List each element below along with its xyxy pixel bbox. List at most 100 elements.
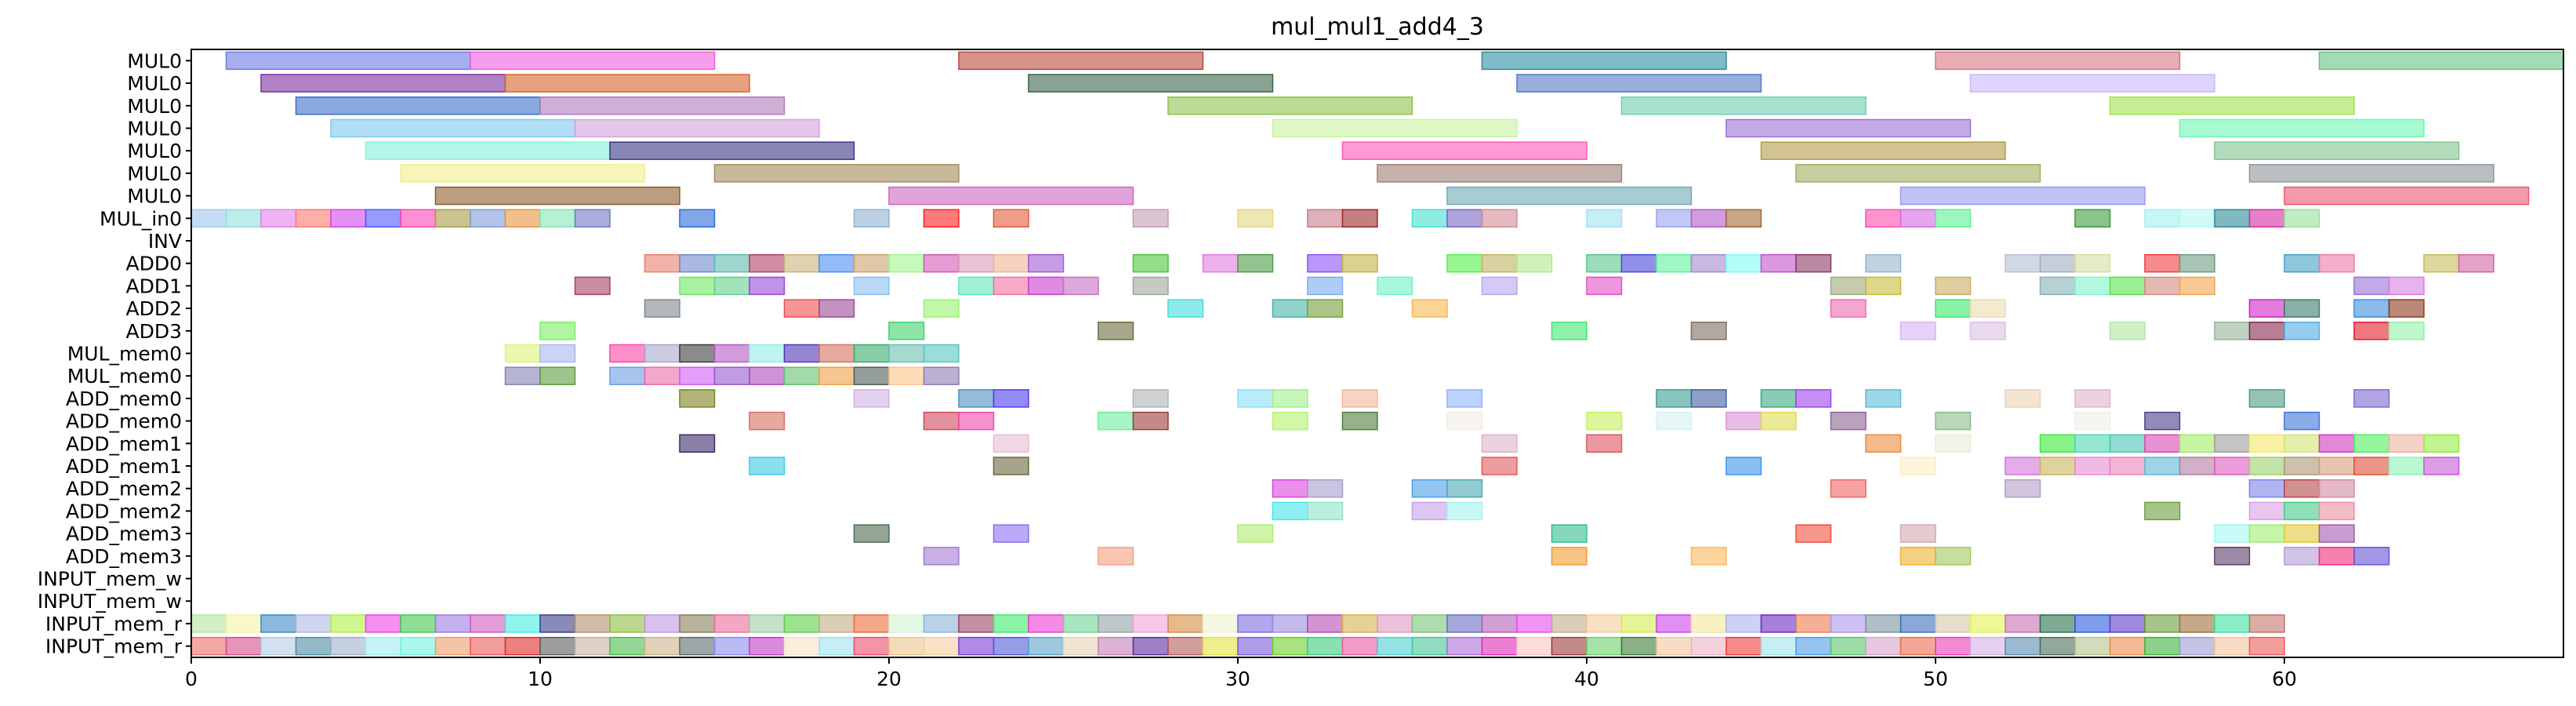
y-tick-label: ADD_mem0	[66, 388, 182, 410]
task-bar	[1307, 614, 1344, 633]
task-bar	[1551, 547, 1587, 566]
task-bar	[225, 636, 262, 656]
task-bar	[1795, 253, 1832, 273]
task-bar	[1237, 636, 1274, 656]
y-tick-label: MUL0	[127, 185, 182, 208]
task-bar	[1760, 389, 1797, 408]
task-bar	[818, 253, 855, 273]
x-axis: 0 10 20 30 40 50 60	[185, 657, 2297, 690]
y-tick-label: ADD_mem1	[66, 432, 182, 455]
task-bar	[2144, 636, 2181, 656]
task-bar	[1307, 276, 1344, 296]
task-bar	[679, 344, 716, 363]
task-bar	[1760, 411, 1797, 431]
task-bar	[1341, 389, 1378, 408]
task-bar	[1028, 74, 1274, 93]
task-bar	[2248, 299, 2285, 318]
task-bar	[2074, 411, 2111, 431]
task-bar	[1969, 614, 2006, 633]
task-bar	[1899, 614, 1936, 633]
task-bar	[644, 636, 680, 656]
task-bar	[749, 276, 785, 296]
task-bar	[2179, 118, 2425, 138]
task-bar	[958, 389, 995, 408]
task-bar	[1237, 389, 1274, 408]
y-tick-label: MUL0	[127, 140, 182, 162]
task-bar	[1062, 614, 1099, 633]
task-bar	[365, 209, 401, 228]
task-bar	[888, 253, 925, 273]
task-bar	[2318, 253, 2355, 273]
task-bar	[749, 411, 785, 431]
task-bar	[1690, 636, 1727, 656]
task-bar	[1098, 547, 1134, 566]
task-bar	[2284, 411, 2320, 431]
task-bar	[992, 253, 1029, 273]
task-bar	[1690, 614, 1727, 633]
task-bar	[2318, 479, 2355, 498]
task-bar	[923, 344, 960, 363]
task-bar	[1411, 614, 1448, 633]
task-bar	[1446, 186, 1693, 206]
task-bar	[749, 614, 785, 633]
task-bar	[400, 209, 437, 228]
task-bar	[783, 253, 820, 273]
task-bar	[1899, 186, 2146, 206]
task-bar	[434, 636, 471, 656]
task-bar	[853, 389, 890, 408]
task-bar	[1237, 614, 1274, 633]
task-bar	[853, 636, 890, 656]
task-bar	[1795, 389, 1832, 408]
task-bar	[1028, 614, 1065, 633]
task-bar	[888, 186, 1134, 206]
task-bar	[365, 614, 401, 633]
task-bar	[1690, 389, 1727, 408]
task-bar	[749, 457, 785, 475]
task-bar	[2179, 434, 2215, 453]
task-bar	[1620, 253, 1657, 273]
task-bar	[470, 614, 506, 633]
task-bar	[2248, 389, 2285, 408]
task-bar	[992, 276, 1029, 296]
task-bar	[2388, 434, 2425, 453]
y-tick-label: MUL0	[127, 49, 182, 72]
task-bar	[2214, 614, 2251, 633]
task-bar	[888, 322, 925, 340]
task-bar	[923, 614, 960, 633]
task-bar	[2318, 501, 2355, 521]
task-bar	[749, 253, 785, 273]
x-tick-label: 50	[1923, 668, 1948, 690]
task-bar	[1656, 389, 1693, 408]
task-bar	[679, 434, 716, 453]
task-bar	[1307, 209, 1344, 228]
task-bar	[923, 636, 960, 656]
task-bar	[260, 636, 297, 656]
task-bar	[365, 141, 611, 160]
y-tick-label: ADD_mem1	[66, 455, 182, 478]
y-tick-label: ADD3	[125, 320, 182, 343]
task-bar	[1865, 209, 1902, 228]
y-tick-label: ADD2	[125, 297, 182, 320]
task-bar	[818, 614, 855, 633]
task-bar	[1899, 322, 1936, 340]
task-bar	[783, 636, 820, 656]
task-bar	[1935, 276, 1972, 296]
task-bar	[609, 344, 646, 363]
task-bar	[1132, 276, 1169, 296]
task-bar	[713, 164, 960, 183]
task-bar	[1760, 636, 1797, 656]
task-bar	[2248, 501, 2285, 521]
task-bar	[1865, 434, 1902, 453]
task-bar	[2248, 322, 2285, 340]
task-bar	[1132, 614, 1169, 633]
task-bar	[2353, 389, 2390, 408]
task-bar	[1272, 636, 1308, 656]
task-bar	[1272, 299, 1308, 318]
task-bar	[330, 209, 367, 228]
y-tick-label: MUL_in0	[100, 207, 182, 230]
task-bar	[225, 614, 262, 633]
task-bar	[1237, 253, 1274, 273]
task-bar	[1656, 253, 1693, 273]
task-bar	[1132, 389, 1169, 408]
task-bar	[1586, 253, 1623, 273]
